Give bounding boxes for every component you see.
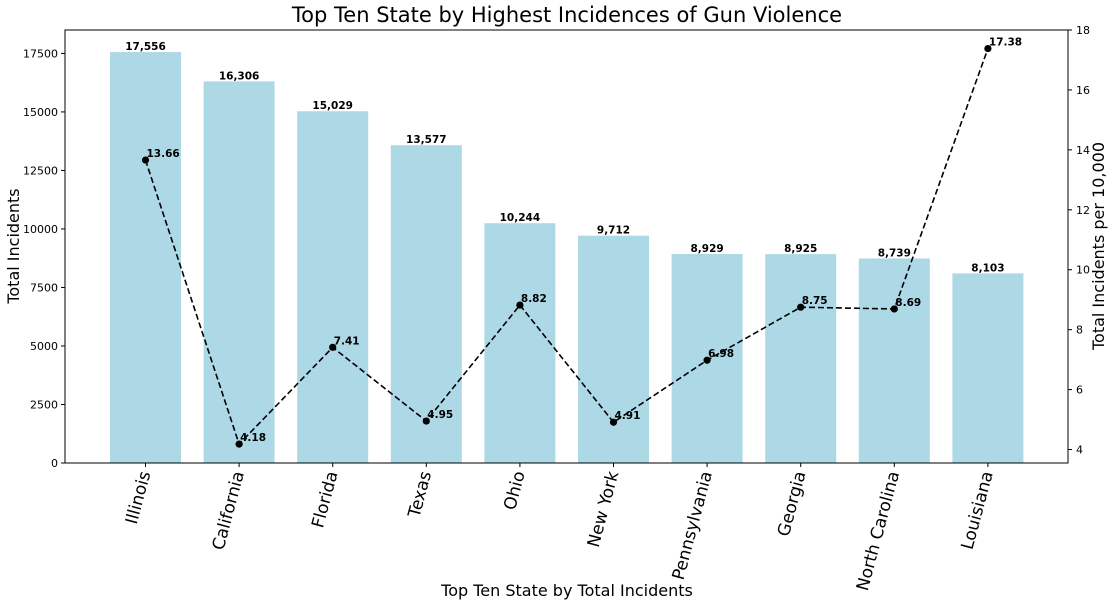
- line-point: [797, 303, 805, 311]
- line-value-label: 8.75: [802, 295, 828, 307]
- line-point: [516, 301, 524, 309]
- line-series: [141, 44, 992, 448]
- bar-value-label: 8,929: [690, 243, 723, 255]
- line-point: [141, 156, 150, 164]
- y2-axis-label: Total Incidents per 10,000: [1089, 142, 1108, 351]
- bar: [578, 235, 649, 463]
- bar-value-label: 15,029: [312, 100, 353, 112]
- bar: [858, 258, 930, 463]
- bar-value-label: 8,739: [878, 247, 911, 259]
- line-labels: 13.66 4.18 7.41 4.95 8.82 4.91 6.98 8.75 8.69 17.…: [147, 37, 1023, 445]
- line-value-label: 17.38: [989, 37, 1022, 49]
- line-value-label: 6.98: [708, 348, 734, 360]
- y-tick-label: 15000: [23, 106, 58, 119]
- y-tick-label: 17500: [23, 47, 58, 60]
- line-value-label: 8.69: [895, 297, 921, 309]
- y-tick-label: 0: [51, 457, 58, 470]
- bar: [952, 273, 1024, 463]
- y-tick-label: 7500: [30, 281, 58, 294]
- plot-frame: [64, 29, 1069, 464]
- y2-tick-label: 14: [1076, 144, 1090, 157]
- y2-tick-label: 6: [1076, 384, 1083, 397]
- y-tick-label: 12500: [23, 164, 58, 177]
- category-label: New York: [584, 469, 624, 550]
- category-label: North Carolina: [853, 469, 904, 593]
- category-label: Georgia: [774, 469, 811, 539]
- category-label: Illinois: [122, 469, 155, 526]
- y2-tick-label: 8: [1076, 324, 1083, 337]
- chart-title: Top Ten State by Highest Incidences of G…: [291, 3, 842, 27]
- y2-tick-label: 18: [1076, 24, 1090, 37]
- bar: [390, 145, 462, 464]
- category-label: California: [209, 469, 249, 552]
- bars: [110, 52, 1024, 464]
- line-value-label: 4.95: [427, 409, 453, 421]
- y-tick-label: 5000: [30, 340, 58, 353]
- bar-labels: 17,556 16,306 15,029 13,577 10,244 9,712 8,929…: [125, 41, 1004, 274]
- y-axis-label: Total Incidents: [4, 188, 23, 304]
- y2-tick-label: 10: [1076, 264, 1090, 277]
- line-series-path: [144, 48, 989, 446]
- line-point: [329, 343, 337, 351]
- category-label: Florida: [308, 469, 342, 530]
- category-label: Pennsylvania: [669, 469, 717, 582]
- x-axis-label: Top Ten State by Total Incidents: [440, 581, 693, 600]
- line-point: [235, 440, 243, 448]
- bar: [203, 81, 275, 464]
- bar: [484, 223, 556, 463]
- right-axis: 4 6 8 10 12 14 16 18: [1068, 24, 1090, 457]
- bar: [110, 52, 181, 464]
- line-point: [984, 44, 992, 53]
- line-point: [422, 417, 430, 425]
- bar-value-label: 8,103: [971, 262, 1004, 274]
- bar-value-label: 10,244: [500, 212, 541, 224]
- bar-value-label: 13,577: [406, 134, 447, 146]
- y-tick-label: 10000: [23, 223, 58, 236]
- line-value-label: 8.82: [521, 293, 547, 305]
- y-tick-label: 2500: [30, 398, 58, 411]
- category-label: Ohio: [500, 469, 529, 512]
- bar-value-label: 17,556: [125, 41, 166, 53]
- line-point: [890, 305, 898, 313]
- line-value-label: 4.18: [240, 432, 266, 444]
- line-value-label: 7.41: [334, 335, 360, 347]
- category-label: Texas: [404, 469, 436, 521]
- category-label: Louisiana: [958, 469, 998, 552]
- bar: [765, 254, 837, 463]
- x-axis: Illinois California Florida Texas Ohio New Yo…: [122, 463, 998, 593]
- line-value-label: 4.91: [615, 410, 641, 422]
- bar-value-label: 8,925: [784, 243, 817, 255]
- y2-tick-label: 12: [1076, 204, 1090, 217]
- line-value-label: 13.66: [147, 148, 180, 160]
- bar-value-label: 9,712: [597, 225, 630, 237]
- line-point: [703, 356, 711, 364]
- y2-tick-label: 4: [1076, 444, 1083, 457]
- line-point: [609, 418, 618, 426]
- bar-value-label: 16,306: [219, 70, 260, 82]
- left-axis: 0 2500 5000 7500 10000 12500 15000 17500: [23, 47, 65, 470]
- bar: [297, 111, 369, 463]
- y2-tick-label: 16: [1076, 84, 1090, 97]
